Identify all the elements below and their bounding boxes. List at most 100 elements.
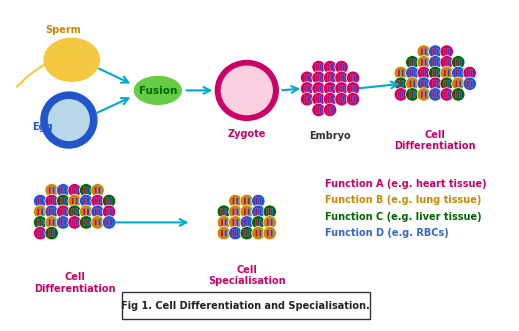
Circle shape bbox=[406, 88, 419, 101]
Circle shape bbox=[301, 82, 314, 95]
FancyBboxPatch shape bbox=[331, 85, 333, 92]
Text: Zygote: Zygote bbox=[228, 129, 266, 139]
Text: Sperm: Sperm bbox=[45, 25, 81, 35]
FancyBboxPatch shape bbox=[74, 111, 79, 129]
FancyBboxPatch shape bbox=[338, 96, 340, 103]
FancyBboxPatch shape bbox=[83, 208, 85, 215]
FancyBboxPatch shape bbox=[455, 80, 457, 87]
FancyBboxPatch shape bbox=[316, 74, 318, 81]
FancyBboxPatch shape bbox=[343, 64, 345, 71]
Text: Fusion: Fusion bbox=[139, 86, 177, 96]
FancyBboxPatch shape bbox=[319, 74, 322, 81]
Circle shape bbox=[57, 194, 70, 208]
FancyBboxPatch shape bbox=[432, 59, 434, 66]
Circle shape bbox=[440, 66, 454, 80]
FancyBboxPatch shape bbox=[331, 96, 333, 103]
Circle shape bbox=[440, 56, 454, 69]
FancyBboxPatch shape bbox=[338, 64, 340, 71]
Circle shape bbox=[417, 56, 430, 69]
Circle shape bbox=[440, 88, 454, 101]
FancyBboxPatch shape bbox=[72, 187, 74, 194]
FancyBboxPatch shape bbox=[432, 70, 434, 76]
Circle shape bbox=[229, 226, 242, 240]
FancyBboxPatch shape bbox=[63, 111, 67, 129]
FancyBboxPatch shape bbox=[447, 91, 450, 98]
FancyBboxPatch shape bbox=[421, 48, 423, 55]
Circle shape bbox=[335, 82, 348, 95]
FancyBboxPatch shape bbox=[459, 59, 461, 66]
FancyBboxPatch shape bbox=[225, 219, 227, 226]
FancyBboxPatch shape bbox=[94, 219, 97, 226]
FancyBboxPatch shape bbox=[60, 187, 62, 194]
Circle shape bbox=[323, 92, 337, 106]
Circle shape bbox=[252, 194, 265, 208]
Text: Function D (e.g. RBCs): Function D (e.g. RBCs) bbox=[325, 228, 449, 238]
FancyBboxPatch shape bbox=[459, 70, 461, 76]
Circle shape bbox=[34, 205, 47, 218]
FancyBboxPatch shape bbox=[52, 219, 54, 226]
FancyBboxPatch shape bbox=[60, 208, 62, 215]
FancyBboxPatch shape bbox=[66, 51, 70, 69]
Circle shape bbox=[40, 91, 98, 149]
Circle shape bbox=[452, 56, 465, 69]
Circle shape bbox=[34, 226, 47, 240]
FancyBboxPatch shape bbox=[37, 230, 39, 237]
FancyBboxPatch shape bbox=[425, 59, 427, 66]
FancyBboxPatch shape bbox=[221, 208, 223, 215]
FancyBboxPatch shape bbox=[87, 208, 89, 215]
Circle shape bbox=[229, 205, 242, 218]
FancyBboxPatch shape bbox=[255, 230, 257, 237]
Circle shape bbox=[323, 82, 337, 95]
Circle shape bbox=[346, 71, 360, 84]
FancyBboxPatch shape bbox=[87, 219, 89, 226]
FancyBboxPatch shape bbox=[87, 198, 89, 205]
FancyBboxPatch shape bbox=[432, 91, 434, 98]
Circle shape bbox=[463, 77, 476, 90]
Circle shape bbox=[45, 216, 58, 229]
FancyBboxPatch shape bbox=[343, 85, 345, 92]
Circle shape bbox=[240, 226, 253, 240]
FancyBboxPatch shape bbox=[52, 208, 54, 215]
Text: Egg: Egg bbox=[33, 121, 53, 132]
FancyBboxPatch shape bbox=[83, 187, 85, 194]
FancyBboxPatch shape bbox=[413, 70, 415, 76]
Circle shape bbox=[394, 77, 407, 90]
FancyBboxPatch shape bbox=[99, 198, 101, 205]
Circle shape bbox=[394, 88, 407, 101]
Circle shape bbox=[452, 66, 465, 80]
FancyBboxPatch shape bbox=[467, 70, 469, 76]
Circle shape bbox=[102, 216, 116, 229]
Text: Function C (e.g. liver tissue): Function C (e.g. liver tissue) bbox=[325, 212, 482, 222]
FancyBboxPatch shape bbox=[236, 219, 238, 226]
FancyBboxPatch shape bbox=[64, 208, 66, 215]
FancyBboxPatch shape bbox=[52, 198, 54, 205]
Circle shape bbox=[57, 216, 70, 229]
FancyBboxPatch shape bbox=[248, 219, 250, 226]
FancyBboxPatch shape bbox=[110, 219, 112, 226]
FancyBboxPatch shape bbox=[106, 198, 108, 205]
FancyBboxPatch shape bbox=[122, 292, 370, 319]
FancyBboxPatch shape bbox=[432, 80, 434, 87]
FancyBboxPatch shape bbox=[259, 208, 261, 215]
Circle shape bbox=[79, 184, 93, 197]
FancyBboxPatch shape bbox=[304, 96, 306, 103]
FancyBboxPatch shape bbox=[41, 230, 43, 237]
FancyBboxPatch shape bbox=[267, 219, 269, 226]
Circle shape bbox=[229, 194, 242, 208]
FancyBboxPatch shape bbox=[436, 70, 438, 76]
FancyBboxPatch shape bbox=[425, 80, 427, 87]
FancyBboxPatch shape bbox=[244, 208, 246, 215]
FancyBboxPatch shape bbox=[49, 187, 51, 194]
FancyBboxPatch shape bbox=[409, 70, 412, 76]
FancyBboxPatch shape bbox=[350, 85, 352, 92]
FancyBboxPatch shape bbox=[237, 79, 242, 101]
Circle shape bbox=[301, 71, 314, 84]
FancyBboxPatch shape bbox=[316, 107, 318, 113]
Circle shape bbox=[57, 184, 70, 197]
FancyBboxPatch shape bbox=[319, 64, 322, 71]
FancyBboxPatch shape bbox=[444, 80, 446, 87]
Circle shape bbox=[45, 184, 58, 197]
FancyBboxPatch shape bbox=[94, 187, 97, 194]
FancyBboxPatch shape bbox=[259, 198, 261, 205]
Text: Function B (e.g. lung tissue): Function B (e.g. lung tissue) bbox=[325, 195, 482, 206]
